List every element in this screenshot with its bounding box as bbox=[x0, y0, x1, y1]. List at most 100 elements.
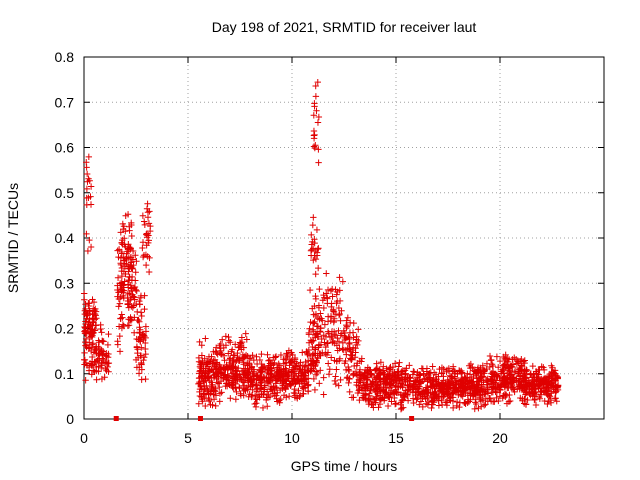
data-point bbox=[332, 373, 339, 380]
y-tick-label: 0.3 bbox=[55, 275, 75, 291]
data-point bbox=[308, 338, 315, 346]
data-point bbox=[317, 367, 324, 374]
data-point bbox=[522, 401, 530, 408]
data-point bbox=[227, 395, 234, 402]
data-point bbox=[210, 396, 218, 403]
data-point bbox=[404, 387, 412, 394]
data-point bbox=[348, 356, 355, 363]
data-point bbox=[320, 291, 327, 299]
data-point bbox=[208, 366, 215, 374]
data-point bbox=[100, 338, 107, 345]
data-point bbox=[315, 341, 323, 348]
data-point bbox=[233, 388, 240, 396]
data-point bbox=[372, 399, 379, 406]
data-point bbox=[339, 278, 347, 285]
data-point bbox=[544, 400, 551, 408]
data-point bbox=[105, 330, 112, 338]
data-point bbox=[275, 360, 282, 368]
data-point bbox=[338, 307, 345, 314]
data-point bbox=[135, 316, 142, 324]
data-point bbox=[83, 185, 91, 193]
data-point bbox=[315, 159, 322, 166]
data-point bbox=[139, 239, 147, 246]
data-point bbox=[398, 397, 405, 405]
data-point bbox=[339, 346, 346, 353]
data-point bbox=[240, 392, 247, 399]
data-point bbox=[124, 245, 132, 252]
data-point bbox=[256, 356, 264, 364]
data-point bbox=[132, 252, 139, 259]
data-point bbox=[120, 223, 128, 230]
data-point bbox=[220, 344, 227, 352]
data-point bbox=[143, 205, 151, 213]
data-point bbox=[136, 338, 144, 345]
zero-flag-marker bbox=[113, 416, 119, 421]
data-point bbox=[432, 371, 440, 378]
data-point bbox=[307, 247, 315, 254]
data-point bbox=[310, 214, 317, 221]
data-point bbox=[268, 367, 275, 375]
data-point bbox=[139, 212, 147, 219]
data-point bbox=[306, 286, 314, 294]
data-point bbox=[330, 308, 338, 316]
data-point bbox=[289, 378, 296, 385]
data-point bbox=[96, 350, 103, 357]
data-point bbox=[81, 356, 89, 364]
data-point bbox=[300, 390, 307, 398]
data-point bbox=[525, 381, 533, 389]
data-point bbox=[145, 268, 153, 276]
data-point bbox=[320, 391, 327, 398]
data-point bbox=[428, 404, 435, 412]
data-point bbox=[404, 397, 412, 404]
data-point bbox=[491, 398, 498, 405]
data-point bbox=[121, 235, 128, 242]
data-point bbox=[120, 268, 128, 275]
data-point bbox=[98, 364, 105, 372]
data-point bbox=[235, 356, 243, 363]
data-point bbox=[412, 391, 419, 399]
data-point bbox=[310, 328, 317, 335]
data-point bbox=[291, 376, 299, 384]
data-point bbox=[308, 246, 315, 253]
data-point bbox=[253, 353, 260, 360]
data-point bbox=[81, 349, 88, 357]
data-point bbox=[129, 256, 137, 263]
data-point bbox=[304, 381, 312, 388]
data-point bbox=[388, 376, 395, 383]
data-point bbox=[541, 388, 548, 395]
data-point bbox=[82, 318, 89, 325]
data-point bbox=[429, 397, 437, 404]
data-point bbox=[228, 348, 235, 355]
data-point bbox=[312, 270, 319, 278]
data-point bbox=[259, 404, 267, 412]
data-point bbox=[346, 329, 354, 336]
data-point bbox=[324, 286, 332, 294]
data-point bbox=[135, 370, 143, 377]
data-point bbox=[219, 336, 226, 343]
data-point bbox=[140, 354, 148, 361]
data-point bbox=[336, 287, 343, 294]
data-point bbox=[222, 333, 230, 340]
data-point bbox=[346, 388, 353, 396]
data-point bbox=[116, 348, 124, 355]
data-point bbox=[523, 367, 531, 374]
data-point bbox=[515, 378, 522, 386]
data-point bbox=[84, 247, 92, 255]
data-point bbox=[123, 253, 130, 261]
data-point bbox=[103, 359, 110, 366]
data-point bbox=[321, 321, 329, 328]
data-point bbox=[254, 372, 262, 380]
data-point bbox=[310, 337, 317, 344]
data-point bbox=[358, 384, 366, 391]
y-tick-label: 0.8 bbox=[55, 49, 75, 65]
data-point bbox=[83, 230, 90, 238]
data-point bbox=[522, 374, 530, 381]
data-point bbox=[540, 366, 548, 374]
data-point bbox=[477, 366, 484, 373]
data-point bbox=[320, 374, 327, 381]
data-point bbox=[115, 303, 122, 310]
data-point bbox=[283, 354, 290, 362]
data-point bbox=[384, 402, 392, 410]
data-point bbox=[508, 371, 515, 378]
data-point bbox=[478, 373, 485, 380]
